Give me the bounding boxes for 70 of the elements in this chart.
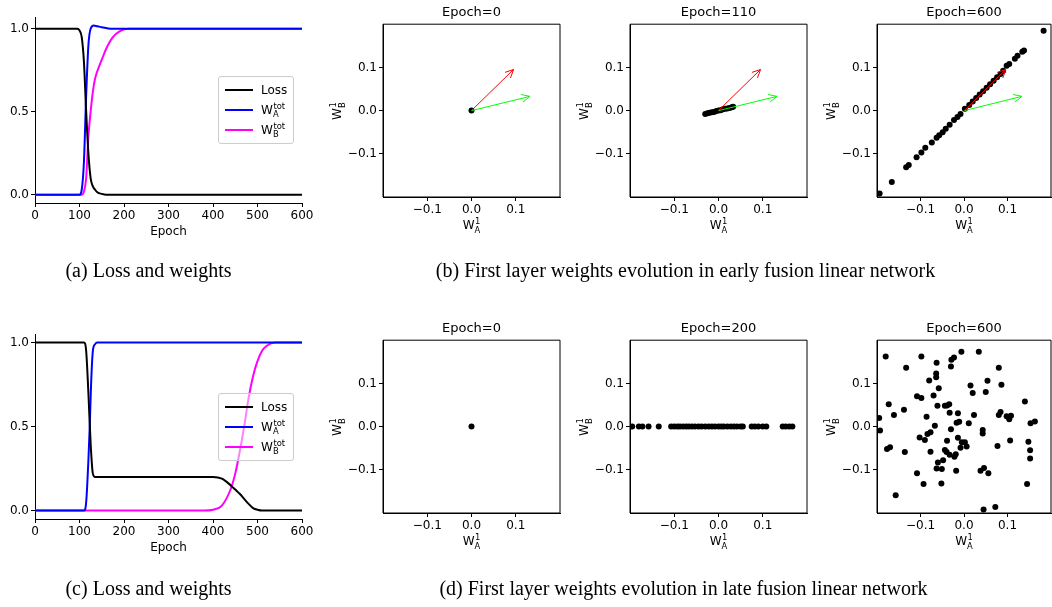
x-tick-label: −0.1 xyxy=(412,518,442,533)
y-tick-label: 0.1 xyxy=(851,59,871,74)
x-tick-label: 600 xyxy=(290,524,314,539)
x-tick-label: 0.0 xyxy=(708,202,729,217)
y-tick-label: 0.0 xyxy=(9,502,29,517)
text: (d) First layer weights evolution in late fusion linear network xyxy=(439,577,928,599)
x-tick-label: 100 xyxy=(68,208,91,223)
y-tick-label: −0.1 xyxy=(841,461,871,476)
x-tick-label: 0.0 xyxy=(954,518,974,533)
x-tick-label: 0.0 xyxy=(708,518,729,533)
y-tick-label: 1.0 xyxy=(9,20,29,35)
x-tick-label: −0.1 xyxy=(659,202,689,217)
chart-title: Epoch=600 xyxy=(926,4,1002,20)
x-tick-label: 0.1 xyxy=(997,518,1018,533)
chart-title: Epoch=0 xyxy=(442,4,501,20)
chart-title: Epoch=110 xyxy=(680,4,757,20)
y-tick-label: 0.1 xyxy=(357,59,377,74)
x-tick-label: 0 xyxy=(31,524,39,539)
y-tick-label: 0.1 xyxy=(851,375,871,390)
x-tick-label: 400 xyxy=(201,208,225,223)
y-tick-label: 0.0 xyxy=(357,102,377,117)
x-tick-label: −0.1 xyxy=(659,518,689,533)
y-tick-label: −0.1 xyxy=(594,145,624,160)
x-tick-label: 200 xyxy=(112,208,136,223)
y-tick-label: −0.1 xyxy=(841,145,871,160)
y-tick-label: −0.1 xyxy=(347,461,377,476)
chart-title: Epoch=200 xyxy=(680,320,757,336)
y-tick-label: 0.0 xyxy=(9,186,29,201)
y-tick-label: 0.0 xyxy=(604,102,624,117)
x-tick-label: 0.1 xyxy=(506,518,526,533)
x-tick-label: 0.0 xyxy=(954,202,974,217)
legend-label: Loss xyxy=(261,83,288,98)
text: (c) Loss and weights xyxy=(65,577,232,599)
x-tick-label: −0.1 xyxy=(905,202,936,217)
legend-label: Loss xyxy=(261,399,288,414)
y-tick-label: 0.5 xyxy=(9,418,29,433)
x-tick-label: 200 xyxy=(112,524,136,539)
x-tick-label: 300 xyxy=(157,208,180,223)
y-tick-label: 0.5 xyxy=(9,103,29,118)
y-tick-label: 0.0 xyxy=(357,418,377,433)
y-tick-label: 0.1 xyxy=(357,375,377,390)
x-tick-label: 600 xyxy=(290,208,314,223)
x-tick-label: 400 xyxy=(201,524,225,539)
y-tick-label: 0.1 xyxy=(604,59,624,74)
x-tick-label: 300 xyxy=(157,524,180,539)
y-tick-label: 1.0 xyxy=(9,334,29,349)
y-tick-label: −0.1 xyxy=(347,145,377,160)
chart-title: Epoch=0 xyxy=(442,320,501,336)
x-tick-label: 0.1 xyxy=(753,518,773,533)
text: (a) Loss and weights xyxy=(65,259,232,281)
chart-title: Epoch=600 xyxy=(926,320,1002,336)
text: (b) First layer weights evolution in early fusion linear network xyxy=(435,259,936,281)
y-tick-label: 0.1 xyxy=(604,375,624,390)
x-axis-title: Epoch xyxy=(150,540,187,555)
x-tick-label: 0.0 xyxy=(461,202,482,217)
x-tick-label: 0.0 xyxy=(461,518,482,533)
y-tick-label: −0.1 xyxy=(594,461,624,476)
y-tick-label: 0.0 xyxy=(851,418,871,433)
x-tick-label: 500 xyxy=(246,524,269,539)
x-tick-label: 0.1 xyxy=(506,202,526,217)
x-tick-label: 0.1 xyxy=(997,202,1018,217)
y-tick-label: 0.0 xyxy=(604,418,624,433)
x-tick-label: 0.1 xyxy=(753,202,773,217)
x-tick-label: −0.1 xyxy=(412,202,442,217)
x-tick-label: −0.1 xyxy=(905,518,936,533)
x-tick-label: 0 xyxy=(31,208,39,223)
x-tick-label: 100 xyxy=(68,524,91,539)
x-tick-label: 500 xyxy=(246,208,269,223)
y-tick-label: 0.0 xyxy=(851,102,871,117)
x-axis-title: Epoch xyxy=(150,224,187,239)
